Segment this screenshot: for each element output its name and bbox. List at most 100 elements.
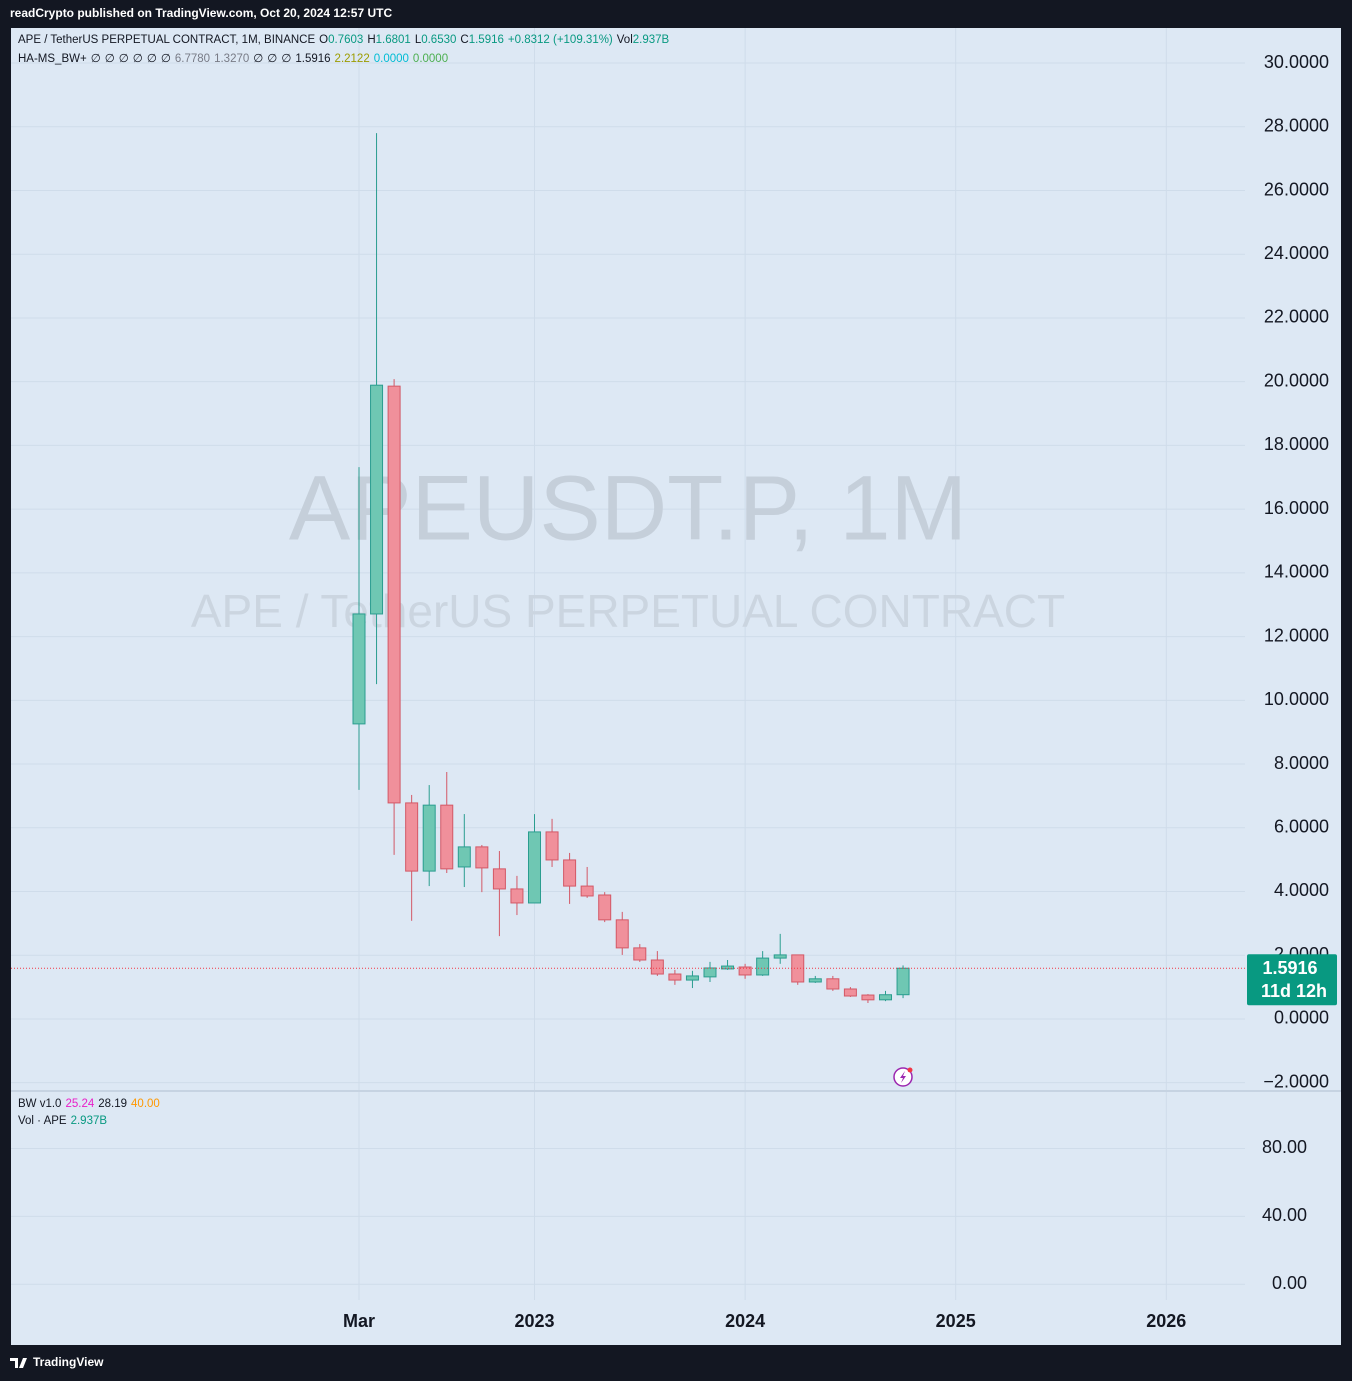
candle-body — [440, 804, 454, 870]
y-tick-label: 12.0000 — [1264, 625, 1329, 645]
indicator-value: 0.0000 — [412, 53, 449, 65]
symbol-name: APE / TetherUS PERPETUAL CONTRACT, 1M, B… — [18, 34, 316, 46]
bw-value: 25.24 — [65, 1098, 95, 1110]
ohlc-value: 0.7603 — [328, 34, 364, 46]
y-tick-label: 80.00 — [1262, 1137, 1307, 1157]
candle-body — [738, 966, 752, 976]
x-tick-label: Mar — [343, 1311, 375, 1331]
y-tick-label: −2.0000 — [1263, 1071, 1329, 1091]
candle-body — [650, 959, 664, 975]
candle-body — [861, 994, 875, 1001]
indicator-value: ∅ — [146, 53, 157, 65]
volume-value: 2.937B — [632, 34, 670, 46]
y-tick-label: 8.0000 — [1274, 753, 1329, 773]
candle-body — [598, 894, 612, 921]
indicator-value: 1.5916 — [295, 53, 331, 65]
candle-body — [475, 846, 489, 869]
indicator-name: HA-MS_BW+ — [18, 53, 87, 65]
ohlc-label: O — [319, 34, 329, 46]
candle-body — [352, 613, 366, 725]
candle-body — [843, 988, 857, 997]
indicator-value: 6.7780 — [174, 53, 211, 65]
candle-body — [685, 975, 699, 981]
x-tick-label: 2026 — [1146, 1311, 1186, 1331]
candle-body — [422, 804, 436, 872]
candle-body — [721, 965, 735, 970]
indicator-value: ∅ — [267, 53, 278, 65]
candle-body — [370, 384, 384, 615]
candle-body — [528, 831, 541, 904]
indicator-value: 1.3270 — [214, 53, 250, 65]
x-tick-label: 2024 — [725, 1311, 765, 1331]
bw-value: 40.00 — [131, 1098, 160, 1110]
watermark-symbol: APEUSDT.P, 1M — [289, 457, 967, 559]
x-tick-label: 2025 — [936, 1311, 976, 1331]
vol-value: 2.937B — [70, 1115, 108, 1127]
indicator-value: ∅ — [90, 53, 101, 65]
ohlc-label: C — [460, 34, 469, 46]
x-tick-label: 2023 — [514, 1311, 554, 1331]
bw-value: 28.19 — [98, 1098, 128, 1110]
candle-body — [405, 802, 419, 872]
y-tick-label: 28.0000 — [1264, 116, 1329, 136]
publish-header: readCrypto published on TradingView.com,… — [10, 6, 392, 20]
candle-body — [492, 868, 506, 890]
candle-body — [457, 846, 471, 868]
candle-body — [563, 859, 577, 887]
candle-body — [633, 947, 647, 961]
y-tick-label: 18.0000 — [1264, 434, 1329, 454]
price-countdown: 11d 12h — [1261, 981, 1327, 1001]
ohlc-label: L — [414, 34, 422, 46]
grid — [11, 28, 1245, 1300]
indicator-legend: HA-MS_BW+ ∅ ∅ ∅ ∅ ∅ ∅ 6.7780 1.3270 ∅ ∅ ∅ 1.5916 2.21… — [18, 51, 452, 65]
y-tick-label: 10.0000 — [1264, 689, 1329, 709]
indicator-value: 0.0000 — [373, 53, 409, 65]
main-legend: APE / TetherUS PERPETUAL CONTRACT, 1M, B… — [18, 34, 673, 46]
candle-body — [896, 967, 910, 996]
candle-body — [615, 919, 629, 949]
candle-body — [387, 385, 401, 804]
footer-brand: TradingView — [33, 1355, 104, 1369]
candle-body — [510, 888, 524, 904]
vol-legend: Vol · APE 2.937B — [18, 1115, 111, 1127]
candle-body — [879, 994, 892, 1001]
bw-name: BW v1.0 — [18, 1098, 62, 1110]
y-tick-label: 40.00 — [1262, 1205, 1307, 1225]
y-tick-label: 4.0000 — [1274, 880, 1329, 900]
indicator-value: ∅ — [253, 53, 264, 65]
candle-body — [668, 973, 682, 981]
candle-body — [756, 957, 770, 976]
y-tick-label: 6.0000 — [1274, 817, 1329, 837]
change: +0.8312 (+109.31%) — [507, 34, 613, 46]
candle-body — [826, 978, 840, 990]
y-tick-label: 0.00 — [1272, 1273, 1307, 1293]
ohlc-value: 0.6530 — [421, 34, 457, 46]
candle-body — [703, 967, 717, 978]
chart-background — [11, 28, 1341, 1345]
ohlc-value: 1.5916 — [468, 34, 504, 46]
price-label-box — [1247, 954, 1337, 1006]
indicator-value: ∅ — [132, 53, 143, 65]
watermark-description: APE / TetherUS PERPETUAL CONTRACT — [191, 585, 1065, 637]
candle-body — [545, 831, 559, 861]
ohlc-label: H — [367, 34, 376, 46]
y-tick-label: 0.0000 — [1274, 1008, 1329, 1028]
y-tick-label: 24.0000 — [1264, 243, 1329, 263]
indicator-value: ∅ — [281, 53, 292, 65]
y-tick-label: 22.0000 — [1264, 307, 1329, 327]
candle-body — [808, 978, 822, 983]
y-tick-label: 26.0000 — [1264, 179, 1329, 199]
ohlc-value: 1.6801 — [375, 34, 411, 46]
y-tick-label: 16.0000 — [1264, 498, 1329, 518]
candle-body — [580, 885, 594, 897]
y-tick-label: 20.0000 — [1264, 370, 1329, 390]
alert-icon[interactable] — [893, 1067, 913, 1087]
indicator-value: ∅ — [118, 53, 129, 65]
y-tick-label: 14.0000 — [1264, 562, 1329, 582]
indicator-value: ∅ — [160, 53, 171, 65]
y-tick-label: 30.0000 — [1264, 52, 1329, 72]
volume-label: Vol — [616, 34, 633, 46]
price-label: 1.5916 — [1262, 958, 1317, 978]
